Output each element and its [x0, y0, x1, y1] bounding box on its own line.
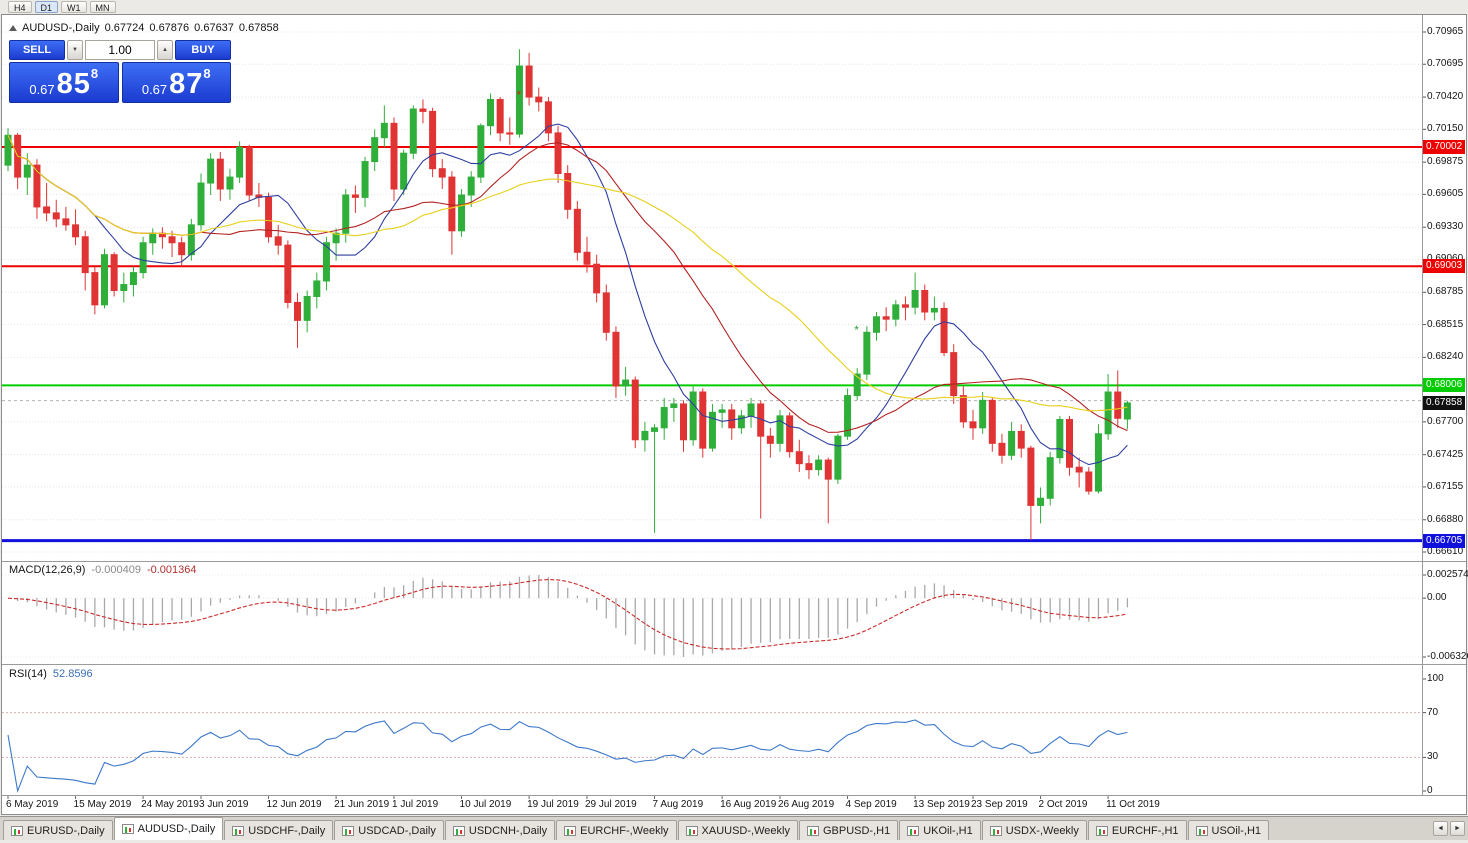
tab-label: USDCHF-,Daily	[248, 824, 326, 837]
chart-markers: * * *	[285, 88, 859, 337]
tab-label: UKOil-,H1	[923, 824, 973, 837]
volume-input[interactable]: 1.00	[85, 40, 155, 60]
moving-averages	[7, 123, 1128, 466]
volume-increase-button[interactable]: ▲	[157, 40, 173, 60]
tab-gbpusd-h1[interactable]: GBPUSD-,H1	[798, 820, 899, 840]
sell-button[interactable]: SELL	[9, 40, 65, 60]
sell-price-prefix: 0.67	[29, 82, 55, 97]
mini-chart-icon	[1095, 825, 1108, 836]
chart-symbol-label: AUDUSD-,Daily	[22, 22, 100, 34]
chart-low-value: 0.67637	[194, 22, 234, 34]
timeframe-toolbar: H4 D1 W1 MN	[0, 0, 1468, 14]
tab-eurchf-weekly[interactable]: EURCHF-,Weekly	[556, 820, 677, 840]
chart-title-bar: AUDUSD-,Daily 0.67724 0.67876 0.67637 0.…	[9, 22, 279, 34]
sell-price-big-digits: 85	[56, 68, 91, 100]
tab-usdchf-daily[interactable]: USDCHF-,Daily	[224, 820, 334, 840]
svg-text:*: *	[285, 287, 290, 301]
chart-high-value: 0.67876	[149, 22, 190, 34]
tab-xauusd-weekly[interactable]: XAUUSD-,Weekly	[677, 820, 798, 840]
tab-label: USDCAD-,Daily	[358, 824, 436, 837]
tab-scroll-left-icon[interactable]: ◄	[1433, 821, 1448, 836]
chart-tab-bar: EURUSD-,Daily AUDUSD-,Daily USDCHF-,Daily U…	[0, 816, 1468, 840]
tab-ukoil-h1[interactable]: UKOil-,H1	[899, 820, 981, 840]
mini-chart-icon	[685, 825, 698, 836]
svg-text:*: *	[854, 323, 859, 337]
tab-usdcad-daily[interactable]: USDCAD-,Daily	[334, 820, 444, 840]
tab-label: AUDUSD-,Daily	[137, 823, 216, 835]
rsi-indicator-label: RSI(14) 52.8596	[9, 668, 93, 680]
tab-label: USDX-,Weekly	[1005, 824, 1079, 837]
chart-tabs: EURUSD-,Daily AUDUSD-,Daily USDCHF-,Daily U…	[3, 817, 1270, 840]
macd-pane	[2, 574, 1426, 658]
candlesticks	[4, 49, 1131, 541]
mini-chart-icon	[11, 825, 23, 836]
one-click-trading-panel: SELL ▼ 1.00 ▲ BUY 0.67 85 8 0.67 87 8	[9, 40, 231, 103]
timeframe-d1-button[interactable]: D1	[34, 1, 59, 13]
tab-usoil-h1[interactable]: USOil-,H1	[1187, 820, 1270, 840]
price-grid	[2, 31, 1426, 553]
timeframe-h4-button[interactable]: H4	[8, 1, 32, 13]
mini-chart-icon	[342, 825, 355, 836]
tab-label: GBPUSD-,H1	[822, 824, 891, 837]
tab-usdx-weekly[interactable]: USDX-,Weekly	[981, 820, 1087, 840]
macd-signal-value: -0.001364	[146, 564, 197, 576]
buy-price-display[interactable]: 0.67 87 8	[121, 62, 231, 103]
rsi-pane	[2, 678, 1426, 794]
tab-label: USOil-,H1	[1211, 824, 1262, 837]
tab-label: USDCNH-,Daily	[468, 824, 548, 837]
mini-chart-icon	[907, 825, 920, 836]
sell-price-display[interactable]: 0.67 85 8	[9, 62, 119, 103]
tab-label: XAUUSD-,Weekly	[701, 824, 790, 837]
rsi-value: 52.8596	[52, 668, 93, 680]
tab-eurchf-h1[interactable]: EURCHF-,H1	[1087, 820, 1187, 840]
tab-eurusd-daily[interactable]: EURUSD-,Daily	[3, 820, 113, 840]
tab-label: EURUSD-,Daily	[27, 824, 105, 837]
mini-chart-icon	[452, 825, 465, 836]
chart-pane: * * * AUDUSD-,Daily 0.67724 0.67876 0.6763…	[1, 14, 1468, 815]
timeframe-mn-button[interactable]: MN	[89, 1, 116, 13]
buy-price-big-digits: 87	[169, 68, 204, 100]
one-click-collapse-icon[interactable]	[9, 25, 17, 31]
buy-button[interactable]: BUY	[175, 40, 231, 60]
pane-dividers	[2, 15, 1466, 796]
mini-chart-icon	[806, 825, 819, 836]
macd-name: MACD(12,26,9)	[9, 564, 86, 576]
chart-close-value: 0.67858	[238, 22, 279, 34]
sell-price-pipette: 8	[90, 66, 99, 81]
chart-open-value: 0.67724	[104, 22, 145, 34]
mini-chart-icon	[121, 824, 134, 834]
horizontal-level-lines	[2, 145, 1422, 543]
one-click-top-row: SELL ▼ 1.00 ▲ BUY	[9, 40, 231, 60]
mini-chart-icon	[1195, 825, 1208, 836]
buy-price-prefix: 0.67	[141, 82, 168, 97]
mini-chart-icon	[989, 825, 1002, 836]
tab-scroll-controls: ◄ ►	[1433, 821, 1465, 840]
macd-indicator-label: MACD(12,26,9) -0.000409 -0.001364	[9, 564, 197, 576]
tab-usdcnh-daily[interactable]: USDCNH-,Daily	[444, 820, 556, 840]
tab-scroll-right-icon[interactable]: ►	[1450, 821, 1465, 836]
buy-price-pipette: 8	[203, 66, 211, 81]
tab-label: EURCHF-,Weekly	[580, 824, 669, 837]
svg-text:*: *	[516, 88, 521, 102]
volume-decrease-button[interactable]: ▼	[67, 40, 83, 60]
mini-chart-icon	[564, 825, 577, 836]
timeframe-w1-button[interactable]: W1	[61, 1, 87, 13]
mini-chart-icon	[232, 825, 245, 836]
rsi-name: RSI(14)	[9, 668, 47, 680]
tab-audusd-daily[interactable]: AUDUSD-,Daily	[113, 817, 224, 840]
tab-label: EURCHF-,H1	[1111, 824, 1179, 837]
macd-main-value: -0.000409	[91, 564, 141, 576]
one-click-price-row: 0.67 85 8 0.67 87 8	[9, 62, 231, 103]
chart-canvas[interactable]: * * *	[2, 15, 1466, 814]
